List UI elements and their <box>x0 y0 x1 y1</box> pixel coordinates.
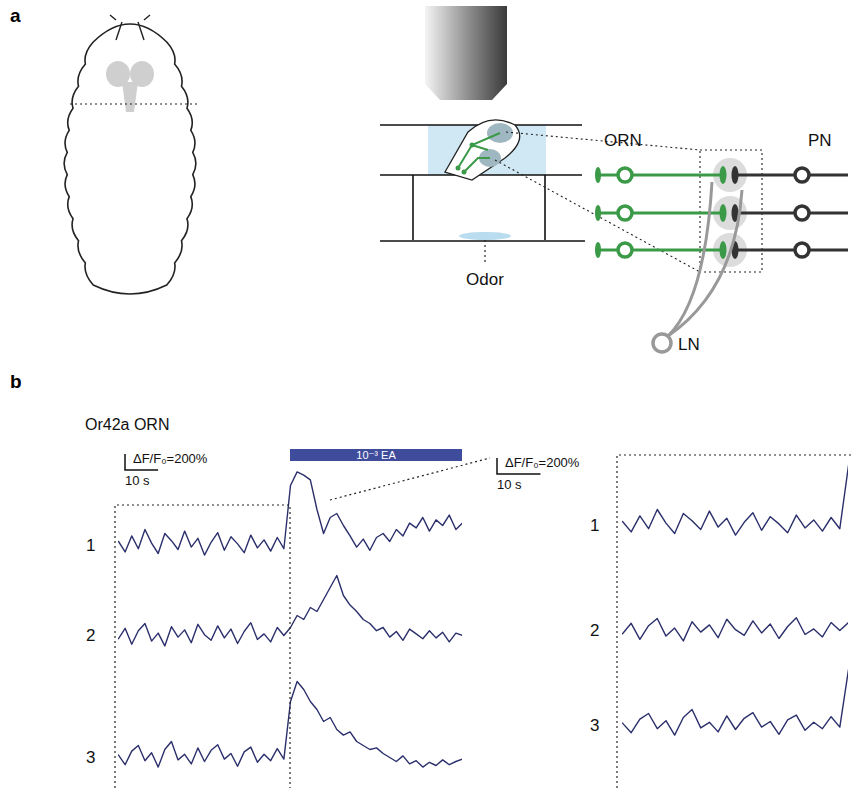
svg-text:ΔF/F₀=200%: ΔF/F₀=200% <box>505 455 580 470</box>
svg-text:2: 2 <box>590 621 599 640</box>
svg-text:LN: LN <box>678 335 700 354</box>
svg-text:10⁻³ EA: 10⁻³ EA <box>356 449 396 461</box>
svg-text:Odor: Odor <box>466 270 504 289</box>
svg-text:b: b <box>10 371 22 392</box>
svg-text:10 s: 10 s <box>497 477 522 492</box>
svg-text:a: a <box>10 5 21 26</box>
svg-text:ORN: ORN <box>604 131 642 150</box>
svg-text:2: 2 <box>86 626 95 645</box>
svg-text:ΔF/F₀=200%: ΔF/F₀=200% <box>133 451 208 466</box>
svg-text:10 s: 10 s <box>125 473 150 488</box>
svg-text:Or42a ORN: Or42a ORN <box>85 416 169 433</box>
svg-text:3: 3 <box>590 716 599 735</box>
svg-text:1: 1 <box>590 516 599 535</box>
svg-text:3: 3 <box>86 748 95 767</box>
svg-text:1: 1 <box>86 536 95 555</box>
svg-text:PN: PN <box>808 131 832 150</box>
